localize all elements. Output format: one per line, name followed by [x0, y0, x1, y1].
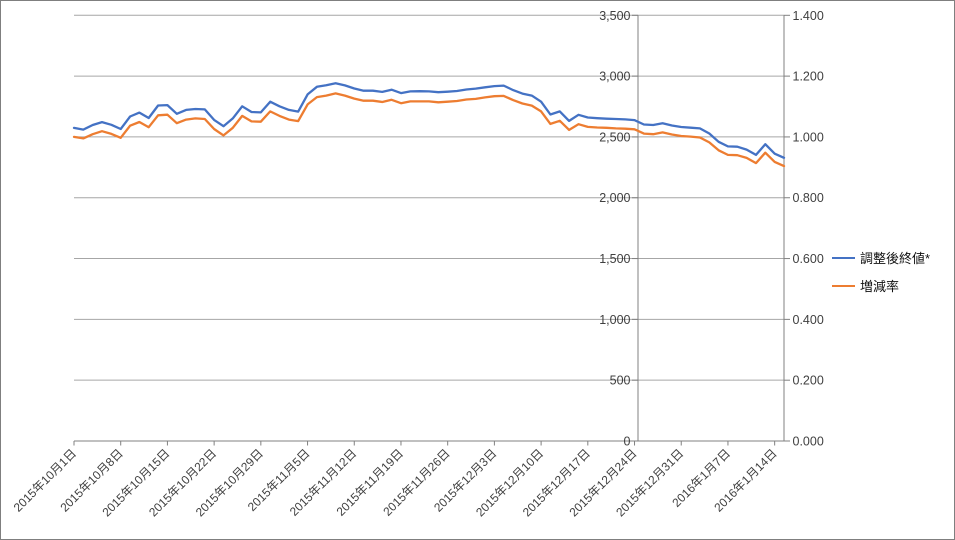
right-axis-label: 1.400: [793, 9, 824, 23]
right-axis-label: 0.400: [793, 313, 824, 327]
right-axis-label: 0.800: [793, 191, 824, 205]
price-series-swatch: [832, 256, 855, 259]
right-axis-label: 0.600: [793, 252, 824, 266]
legend: 調整後終値* 増減率: [832, 248, 930, 295]
left-axis-label: 2,000: [599, 191, 630, 205]
right-axis-label: 1.000: [793, 130, 824, 144]
left-axis-label: 2,500: [599, 130, 630, 144]
ratio-line: [72, 92, 786, 168]
right-axis-label: 1.200: [793, 70, 824, 84]
left-axis-label: 3,000: [599, 70, 630, 84]
left-axis-label: 1,000: [599, 313, 630, 327]
left-axis-label: 3,500: [599, 9, 630, 23]
price-line: [72, 82, 786, 159]
left-axis-label: 500: [610, 374, 631, 388]
legend-label-change-ratio: 増減率: [860, 279, 900, 294]
right-axis-label: 0.200: [793, 374, 824, 388]
left-axis-label: 0: [624, 435, 631, 449]
legend-label-adjusted-close: 調整後終値*: [860, 251, 931, 266]
legend-item-change-ratio: 増減率: [832, 276, 930, 295]
legend-item-adjusted-close: 調整後終値*: [832, 248, 930, 267]
ratio-series-swatch: [832, 284, 855, 287]
left-axis-label: 1,500: [599, 252, 630, 266]
right-axis-label: 0.000: [793, 435, 824, 449]
